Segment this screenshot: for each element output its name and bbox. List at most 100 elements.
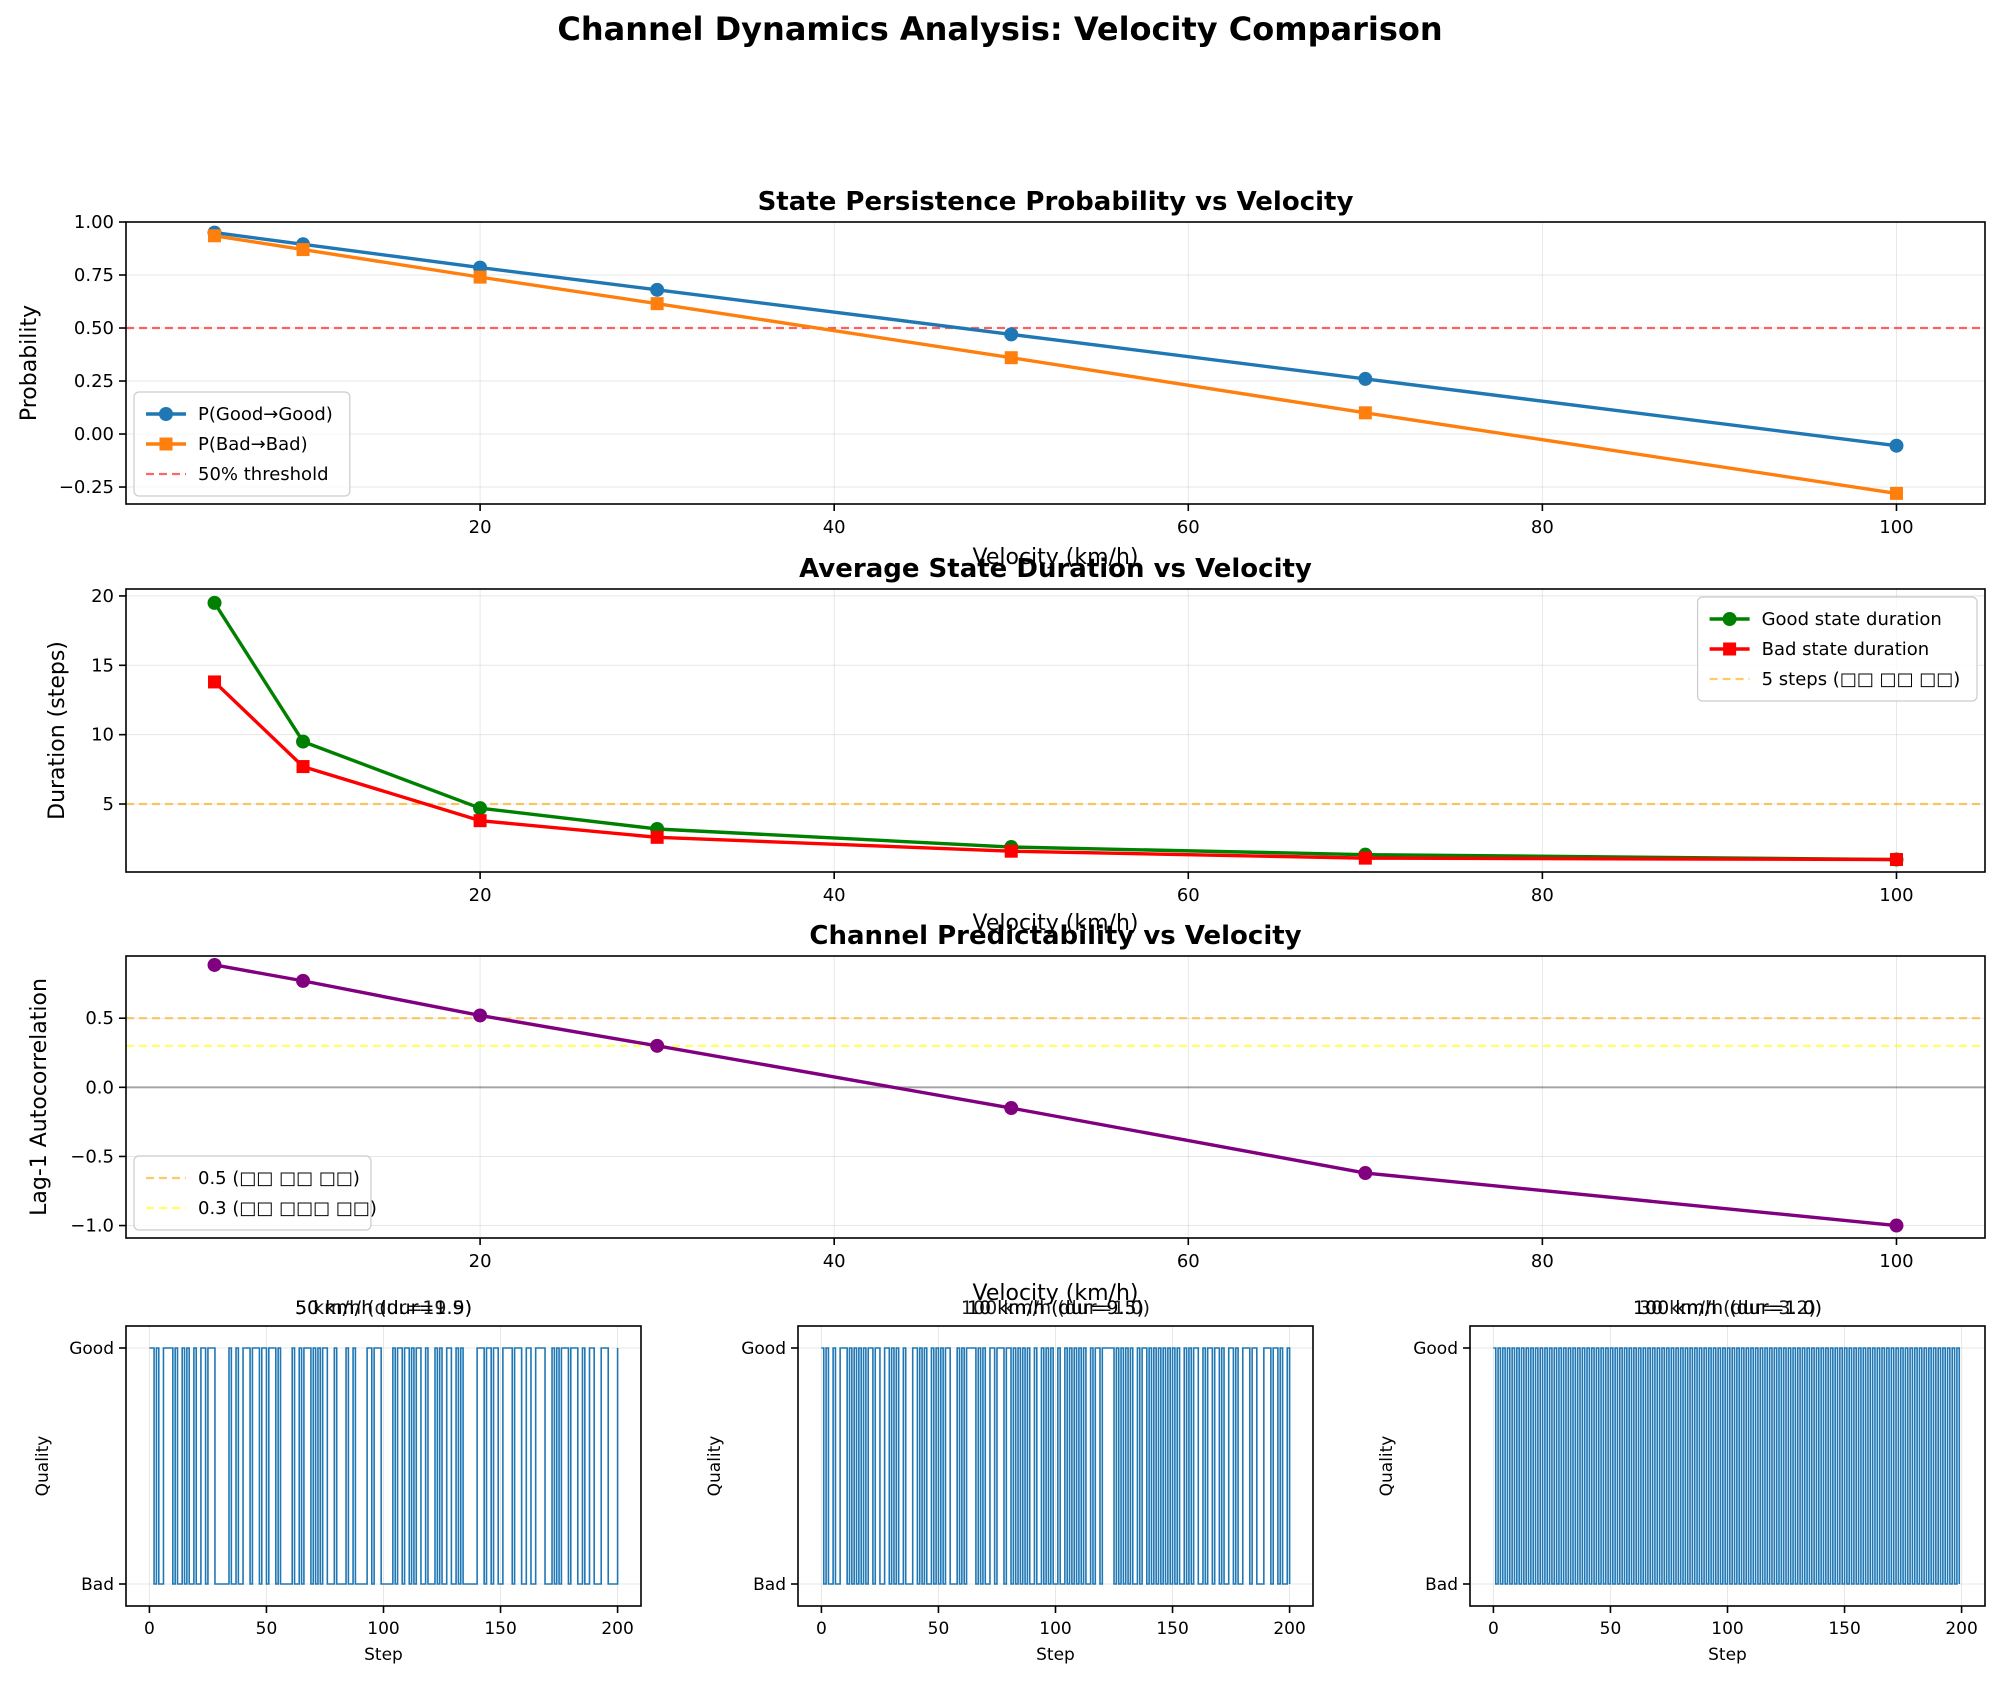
data-point xyxy=(207,595,222,610)
x-tick-label: 50 xyxy=(1600,1619,1622,1639)
y-tick-label: 0.50 xyxy=(74,318,114,339)
y-axis-label: Quality xyxy=(1377,1436,1397,1497)
data-point xyxy=(208,229,222,243)
axes-frame xyxy=(125,588,1986,873)
legend-label: Bad state duration xyxy=(1762,639,1930,660)
y-tick-label: 0.5 xyxy=(85,1008,114,1029)
y-tick-label: 10 xyxy=(91,725,114,746)
y-tick-label: 0.0 xyxy=(85,1077,114,1098)
data-point xyxy=(473,814,487,828)
x-tick-label: 40 xyxy=(823,517,846,538)
data-point xyxy=(1358,851,1372,865)
x-tick-label: 20 xyxy=(469,517,492,538)
quality-trace xyxy=(1493,1347,1961,1585)
data-point xyxy=(1358,406,1372,420)
x-axis-label: Step xyxy=(1708,1645,1747,1665)
y-tick-label: Good xyxy=(1413,1339,1458,1359)
quality-trace xyxy=(149,1347,619,1585)
legend-label: 0.5 (□□ □□ □□) xyxy=(198,1168,360,1189)
x-tick-label: 40 xyxy=(823,1251,846,1272)
legend-label: 5 steps (□□ □□ □□) xyxy=(1762,669,1961,690)
panel-duration: 20 40 60 80 100 5 10 15 20 Average State Duration… xyxy=(45,554,1986,936)
y-tick-label: 0.25 xyxy=(74,371,114,392)
axes-frame xyxy=(125,221,1986,505)
x-tick-label: 80 xyxy=(1531,1251,1554,1272)
x-tick-label: 100 xyxy=(367,1619,399,1639)
data-point xyxy=(473,801,488,816)
data-point xyxy=(650,282,665,297)
x-tick-label: 80 xyxy=(1531,885,1554,906)
x-axis-label: Velocity (km/h) xyxy=(973,545,1139,570)
series-line-0 xyxy=(213,601,1897,862)
y-axis-label: Duration (steps) xyxy=(45,641,70,820)
x-tick-label: 50 xyxy=(928,1619,950,1639)
y-axis-label: Lag-1 Autocorrelation xyxy=(27,978,52,1216)
legend-marker xyxy=(159,437,173,451)
x-tick-label: 100 xyxy=(1711,1619,1743,1639)
y-tick-label: 0.75 xyxy=(74,265,114,286)
x-tick-label: 200 xyxy=(1945,1619,1977,1639)
x-tick-label: 60 xyxy=(1177,885,1200,906)
data-point xyxy=(207,957,222,972)
x-tick-label: 0 xyxy=(144,1619,155,1639)
x-axis-label: Step xyxy=(364,1645,403,1665)
x-axis-label: Step xyxy=(1036,1645,1075,1665)
data-point xyxy=(473,270,487,284)
series-line-1 xyxy=(213,680,1897,862)
legend-label: Good state duration xyxy=(1762,609,1942,630)
legend: Good state duration Bad state duration 5 s… xyxy=(1696,596,1978,702)
trace-title-overlap: 100 km/h (dur=1.0) xyxy=(961,1297,1150,1319)
legend-label: P(Good→Good) xyxy=(198,404,333,425)
x-tick-label: 150 xyxy=(484,1619,516,1639)
y-tick-label: 0.00 xyxy=(74,424,114,445)
trace-panel-3: 0 50 100 150 200 Bad Good 100 km/h (dur=1.0)30 … xyxy=(1377,1297,1986,1665)
data-point xyxy=(1358,1166,1373,1181)
data-point xyxy=(1889,486,1903,500)
data-point xyxy=(1889,1218,1904,1233)
x-tick-label: 60 xyxy=(1177,517,1200,538)
trace-panel-2: 0 50 100 150 200 Bad Good 10 km/h (dur=9.5)100 … xyxy=(705,1297,1314,1665)
y-tick-label: −0.5 xyxy=(70,1146,114,1167)
panel-title: Average State Duration vs Velocity xyxy=(799,554,1312,584)
legend-label: 50% threshold xyxy=(198,464,329,485)
y-tick-label: 5 xyxy=(103,794,114,815)
x-axis-label: Velocity (km/h) xyxy=(973,911,1139,936)
legend: 0.5 (□□ □□ □□) 0.3 (□□ □□□ □□) xyxy=(133,1155,377,1231)
figure-title: Channel Dynamics Analysis: Velocity Comp… xyxy=(557,10,1442,48)
y-tick-label: Bad xyxy=(1425,1575,1458,1595)
panel-title: State Persistence Probability vs Velocit… xyxy=(758,187,1354,217)
panel-predictability: 20 40 60 80 100 −1.0 −0.5 0.0 0.5 Channel Predict… xyxy=(27,921,1986,1306)
x-tick-label: 100 xyxy=(1879,885,1913,906)
x-tick-label: 200 xyxy=(601,1619,633,1639)
trace-panel-1: 0 50 100 150 200 Bad Good 50 km/h (dur=1.9)5 km… xyxy=(33,1297,642,1665)
y-tick-label: Bad xyxy=(81,1575,114,1595)
y-axis-label: Probability xyxy=(17,305,42,421)
x-tick-label: 20 xyxy=(469,1251,492,1272)
y-tick-label: 20 xyxy=(91,586,114,607)
trace-title-overlap: 5 km/h (dur=19.5) xyxy=(295,1297,472,1319)
data-point xyxy=(296,734,311,749)
x-tick-label: 0 xyxy=(1488,1619,1499,1639)
y-tick-label: −0.25 xyxy=(59,477,114,498)
trace-title: 50 km/h (dur=1.9) xyxy=(295,1297,472,1319)
data-point xyxy=(650,297,664,311)
legend-frame xyxy=(133,1155,372,1231)
data-point xyxy=(296,243,310,257)
series-line-0 xyxy=(214,230,1897,448)
data-point xyxy=(208,675,222,689)
data-point xyxy=(1004,844,1018,858)
panel-persistence: 20 40 60 80 100 −0.25 0.00 0.25 0.50 0.75 1.00 Stat… xyxy=(17,187,1986,570)
x-tick-label: 60 xyxy=(1177,1251,1200,1272)
trace-title: 10 km/h (dur=9.5) xyxy=(967,1297,1144,1319)
legend-marker xyxy=(159,407,173,421)
x-axis-label: Velocity (km/h) xyxy=(973,1281,1139,1306)
y-tick-label: Good xyxy=(69,1339,114,1359)
legend: P(Good→Good) P(Bad→Bad) 50% threshold xyxy=(133,391,351,497)
trace-title: 100 km/h (dur=1.0) xyxy=(1633,1297,1822,1319)
y-tick-label: −1.0 xyxy=(70,1216,114,1237)
x-tick-label: 80 xyxy=(1531,517,1554,538)
y-tick-label: 1.00 xyxy=(74,212,114,233)
data-point xyxy=(1889,853,1903,867)
y-axis-label: Quality xyxy=(33,1436,53,1497)
